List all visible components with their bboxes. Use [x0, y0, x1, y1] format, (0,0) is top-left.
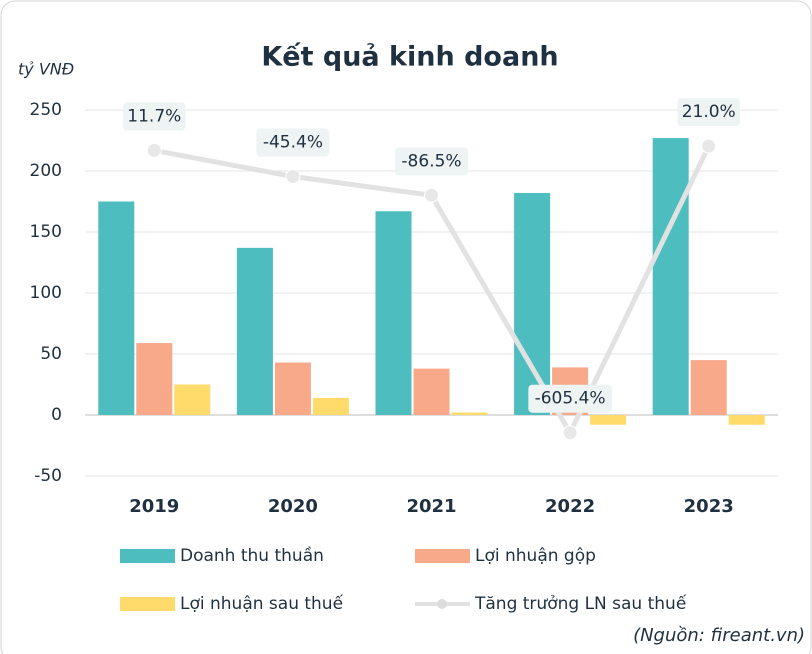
y-tick-label: -50 — [34, 466, 62, 486]
line-point — [701, 138, 717, 154]
legend-swatch — [120, 597, 175, 611]
legend-swatch — [415, 549, 470, 563]
source: (Nguồn: fireant.vn) — [633, 625, 805, 646]
bar — [690, 360, 727, 415]
x-tick-label: 2023 — [684, 496, 734, 517]
bar — [652, 138, 689, 415]
line-point — [285, 169, 301, 185]
bar — [98, 201, 135, 415]
bar — [375, 211, 412, 415]
data-label-bg — [123, 102, 186, 131]
x-tick-label: 2022 — [545, 496, 595, 517]
data-label-bg — [677, 98, 740, 127]
bar — [514, 192, 551, 415]
chart-title: Kết quả kinh doanh — [261, 42, 558, 73]
line-point — [562, 425, 578, 441]
legend-swatch — [120, 549, 175, 563]
data-label: 21.0% — [682, 102, 736, 122]
x-tick-label: 2021 — [406, 496, 456, 517]
data-label-bg — [528, 384, 612, 413]
y-tick-label: 50 — [40, 344, 62, 364]
x-tick-label: 2019 — [129, 496, 179, 517]
bar — [413, 368, 450, 415]
y-tick-label: 200 — [30, 161, 62, 181]
bar — [174, 384, 211, 415]
y-tick-label: 100 — [30, 283, 62, 303]
y-tick-label: 150 — [30, 222, 62, 242]
legend-label: Lợi nhuận sau thuế — [180, 593, 344, 614]
y-tick-label: 0 — [51, 405, 62, 425]
legend-marker — [437, 599, 447, 609]
legend-label: Doanh thu thuần — [180, 545, 324, 566]
bar — [728, 415, 765, 425]
data-label: -605.4% — [535, 389, 606, 409]
bar — [274, 362, 311, 415]
bar — [136, 343, 173, 415]
legend-label: Lợi nhuận gộp — [475, 546, 596, 566]
data-label-bg — [395, 147, 468, 176]
bar — [236, 247, 273, 415]
bar — [590, 415, 627, 425]
data-label: -45.4% — [263, 133, 323, 153]
data-label-bg — [256, 128, 330, 157]
bar — [312, 397, 349, 415]
x-tick-label: 2020 — [268, 496, 318, 517]
y-axis-label: tỷ VNĐ — [18, 60, 74, 79]
legend-label: Tăng trưởng LN sau thuế — [474, 593, 687, 614]
bar — [451, 412, 488, 415]
line-point — [424, 187, 439, 203]
y-tick-label: 250 — [30, 100, 62, 120]
line-point — [146, 142, 162, 158]
data-label: 11.7% — [127, 106, 181, 126]
data-label: -86.5% — [401, 151, 461, 171]
